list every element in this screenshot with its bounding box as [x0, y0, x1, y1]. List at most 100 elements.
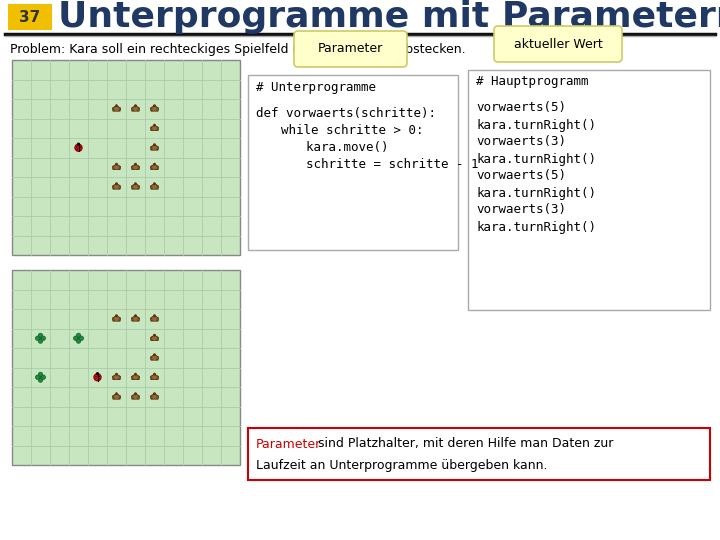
- Polygon shape: [361, 61, 382, 63]
- Circle shape: [96, 378, 97, 379]
- Circle shape: [134, 183, 137, 185]
- Circle shape: [133, 106, 138, 111]
- Circle shape: [152, 336, 157, 341]
- Circle shape: [115, 104, 118, 107]
- Polygon shape: [150, 394, 158, 399]
- Circle shape: [152, 126, 157, 131]
- Circle shape: [152, 165, 157, 170]
- Polygon shape: [112, 164, 120, 170]
- Text: Unterprogramme mit Parametern: Unterprogramme mit Parametern: [58, 0, 720, 34]
- Polygon shape: [150, 374, 158, 380]
- Polygon shape: [132, 394, 140, 399]
- Circle shape: [152, 375, 157, 380]
- Circle shape: [79, 146, 81, 147]
- Circle shape: [40, 376, 42, 378]
- Circle shape: [115, 183, 118, 185]
- Circle shape: [77, 143, 80, 146]
- Circle shape: [78, 338, 79, 339]
- Circle shape: [134, 314, 137, 317]
- Polygon shape: [150, 105, 158, 111]
- Circle shape: [152, 106, 157, 111]
- FancyBboxPatch shape: [8, 4, 52, 30]
- Circle shape: [114, 165, 119, 170]
- Polygon shape: [150, 355, 158, 360]
- Circle shape: [153, 353, 156, 356]
- Polygon shape: [112, 315, 120, 321]
- Circle shape: [133, 375, 138, 380]
- Circle shape: [40, 338, 42, 339]
- Circle shape: [41, 336, 45, 341]
- Circle shape: [133, 185, 138, 189]
- Circle shape: [41, 375, 45, 380]
- Polygon shape: [150, 335, 158, 341]
- Polygon shape: [132, 164, 140, 170]
- Circle shape: [35, 336, 40, 341]
- Circle shape: [133, 395, 138, 399]
- Circle shape: [152, 185, 157, 189]
- Circle shape: [153, 104, 156, 107]
- Text: while schritte > 0:: while schritte > 0:: [266, 124, 423, 137]
- Circle shape: [98, 378, 99, 379]
- Circle shape: [94, 374, 101, 381]
- Circle shape: [76, 333, 81, 338]
- Text: Parameter: Parameter: [318, 43, 383, 56]
- Text: kara.turnRight(): kara.turnRight(): [476, 118, 596, 132]
- Text: vorwaerts(5): vorwaerts(5): [476, 102, 566, 114]
- Text: # Hauptprogramm: # Hauptprogramm: [476, 76, 588, 89]
- Text: vorwaerts(3): vorwaerts(3): [476, 204, 566, 217]
- Text: kara.move(): kara.move(): [276, 140, 389, 153]
- Polygon shape: [112, 184, 120, 189]
- Circle shape: [76, 148, 78, 150]
- Circle shape: [114, 185, 119, 189]
- Text: # Unterprogramme: # Unterprogramme: [256, 80, 376, 93]
- Polygon shape: [150, 315, 158, 321]
- Circle shape: [134, 373, 137, 376]
- Text: kara.turnRight(): kara.turnRight(): [476, 152, 596, 165]
- Circle shape: [76, 146, 78, 147]
- Circle shape: [153, 334, 156, 336]
- Text: aktueller Wert: aktueller Wert: [513, 37, 603, 51]
- FancyBboxPatch shape: [468, 70, 710, 310]
- FancyBboxPatch shape: [248, 75, 458, 250]
- Circle shape: [133, 316, 138, 321]
- Circle shape: [153, 143, 156, 146]
- Circle shape: [153, 163, 156, 166]
- FancyBboxPatch shape: [248, 428, 710, 480]
- Circle shape: [133, 165, 138, 170]
- Text: Parameter: Parameter: [256, 437, 321, 450]
- Circle shape: [134, 163, 137, 166]
- Circle shape: [152, 145, 157, 150]
- Circle shape: [38, 372, 42, 377]
- FancyBboxPatch shape: [12, 270, 240, 465]
- Circle shape: [73, 336, 78, 341]
- Circle shape: [75, 144, 82, 151]
- Polygon shape: [132, 105, 140, 111]
- Polygon shape: [150, 145, 158, 150]
- Polygon shape: [554, 56, 574, 58]
- Text: kara.turnRight(): kara.turnRight(): [476, 186, 596, 199]
- Text: Problem: Kara soll ein rechteckiges Spielfeld mit Kleeblättern abstecken.: Problem: Kara soll ein rechteckiges Spie…: [10, 43, 466, 56]
- Circle shape: [115, 373, 118, 376]
- Circle shape: [153, 314, 156, 317]
- Circle shape: [153, 124, 156, 127]
- Text: 37: 37: [19, 10, 40, 24]
- Circle shape: [114, 395, 119, 399]
- Polygon shape: [112, 374, 120, 380]
- Circle shape: [152, 355, 157, 360]
- FancyBboxPatch shape: [12, 60, 240, 255]
- Polygon shape: [150, 184, 158, 189]
- Circle shape: [76, 339, 81, 343]
- Circle shape: [152, 395, 157, 399]
- Circle shape: [153, 373, 156, 376]
- Circle shape: [114, 375, 119, 380]
- Text: schritte = schritte - 1: schritte = schritte - 1: [276, 158, 479, 171]
- Circle shape: [38, 378, 42, 382]
- Circle shape: [35, 375, 40, 380]
- Polygon shape: [112, 105, 120, 111]
- Circle shape: [153, 392, 156, 395]
- Circle shape: [38, 339, 42, 343]
- Polygon shape: [112, 394, 120, 399]
- Circle shape: [115, 314, 118, 317]
- Text: vorwaerts(5): vorwaerts(5): [476, 170, 566, 183]
- Circle shape: [115, 392, 118, 395]
